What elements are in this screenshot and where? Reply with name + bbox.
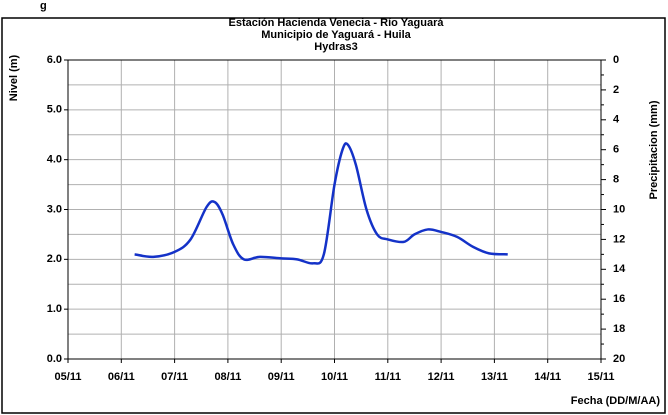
x-tick-label: 10/11	[321, 371, 348, 383]
y2-tick-label: 4	[613, 114, 620, 126]
x-tick-label: 08/11	[214, 371, 241, 383]
x-tick-label: 14/11	[534, 371, 561, 383]
x-tick-label: 12/11	[428, 371, 455, 383]
y-tick-label: 2.0	[47, 253, 62, 265]
x-tick-label: 05/11	[55, 371, 82, 383]
x-tick-label: 07/11	[161, 371, 188, 383]
x-tick-label: 09/11	[268, 371, 295, 383]
x-tick-label: 11/11	[375, 371, 401, 383]
y2-tick-label: 6	[613, 144, 619, 156]
y2-tick-label: 20	[613, 353, 625, 365]
data-line	[134, 142, 508, 265]
chart-subtitle: Municipio de Yaguará - Huila	[261, 29, 411, 41]
y2-tick-label: 0	[613, 54, 619, 66]
y2-tick-label: 16	[613, 293, 625, 305]
plot-frame	[67, 59, 602, 360]
x-tick-label: 06/11	[108, 371, 135, 383]
x-axis-label: Fecha (DD/M/AA)	[571, 395, 661, 407]
y-tick-label: 6.0	[47, 54, 62, 66]
chart-title: Estación Hacienda Venecia - Río Yaguará	[229, 17, 445, 29]
chart-border	[1, 17, 666, 414]
y-tick-label: 1.0	[47, 303, 62, 315]
y2-tick-label: 12	[613, 233, 625, 245]
x-tick-label: 15/11	[588, 371, 615, 383]
chart-subtitle: Hydras3	[314, 41, 357, 53]
y-tick-label: 4.0	[47, 154, 62, 166]
y-tick-label: 3.0	[47, 203, 62, 215]
y2-tick-label: 8	[613, 174, 619, 186]
header-fragment: g	[40, 0, 47, 12]
y-tick-label: 5.0	[47, 104, 62, 116]
y2-tick-label: 14	[613, 263, 626, 275]
y2-tick-label: 10	[613, 203, 625, 215]
y2-axis-label: Precipitacion (mm)	[648, 100, 660, 199]
y-tick-label: 0.0	[47, 353, 62, 365]
x-tick-label: 13/11	[481, 371, 508, 383]
y-axis-label: Nivel (m)	[8, 54, 20, 101]
y2-tick-label: 2	[613, 84, 619, 96]
y2-tick-label: 18	[613, 323, 625, 335]
